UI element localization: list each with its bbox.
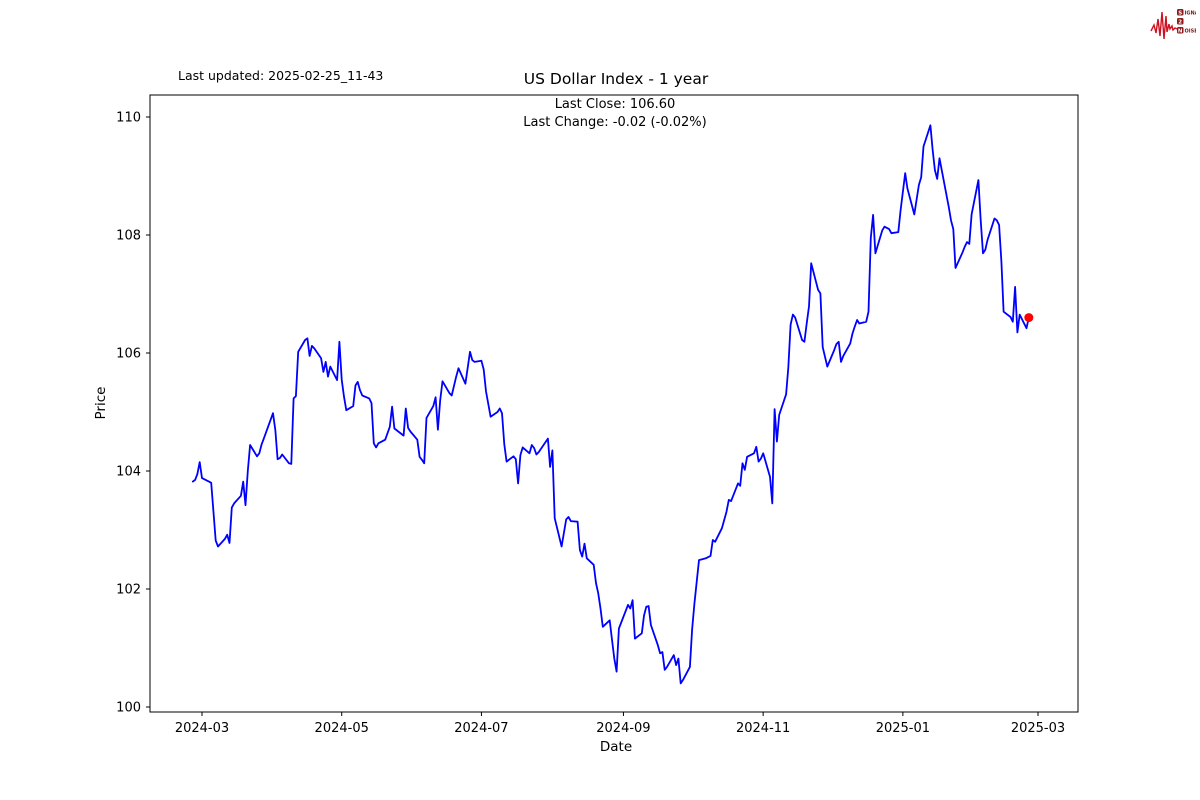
x-tick-label: 2024-07 — [454, 721, 508, 736]
x-tick-label: 2024-09 — [596, 721, 650, 736]
plot-border — [149, 94, 1079, 713]
logo-word-signal: IGNAL — [1185, 11, 1197, 17]
x-tick-label: 2024-05 — [315, 721, 369, 736]
last-point-marker — [1024, 313, 1034, 323]
signal-2-noise-logo: S IGNAL 2 N OISE — [1150, 9, 1197, 40]
x-tick-label: 2024-11 — [736, 721, 790, 736]
logo-letter-n: N — [1178, 28, 1183, 34]
chart-title: US Dollar Index - 1 year — [523, 70, 709, 88]
y-tick-label: 104 — [116, 465, 141, 480]
y-tick-label: 106 — [116, 347, 141, 362]
y-tick-label: 102 — [116, 583, 141, 598]
x-tick-label: 2025-03 — [1011, 721, 1065, 736]
price-line — [191, 124, 1030, 685]
x-tick-label: 2025-01 — [876, 721, 930, 736]
logo-word-noise: OISE — [1185, 29, 1197, 35]
logo-digit-2: 2 — [1178, 19, 1182, 25]
last-updated-text: Last updated: 2025-02-25_11-43 — [178, 68, 384, 83]
last-close-text: Last Close: 106.60 — [554, 97, 676, 112]
ecg-waveform-icon — [1150, 11, 1178, 40]
y-axis-label: Price — [93, 386, 109, 420]
y-tick-label: 100 — [116, 701, 141, 716]
y-tick-label: 110 — [116, 111, 141, 126]
logo-letter-s: S — [1178, 10, 1182, 16]
x-axis-label: Date — [599, 739, 633, 755]
y-tick-label: 108 — [116, 229, 141, 244]
last-change-text: Last Change: -0.02 (-0.02%) — [523, 115, 707, 130]
x-tick-label: 2024-03 — [175, 721, 229, 736]
